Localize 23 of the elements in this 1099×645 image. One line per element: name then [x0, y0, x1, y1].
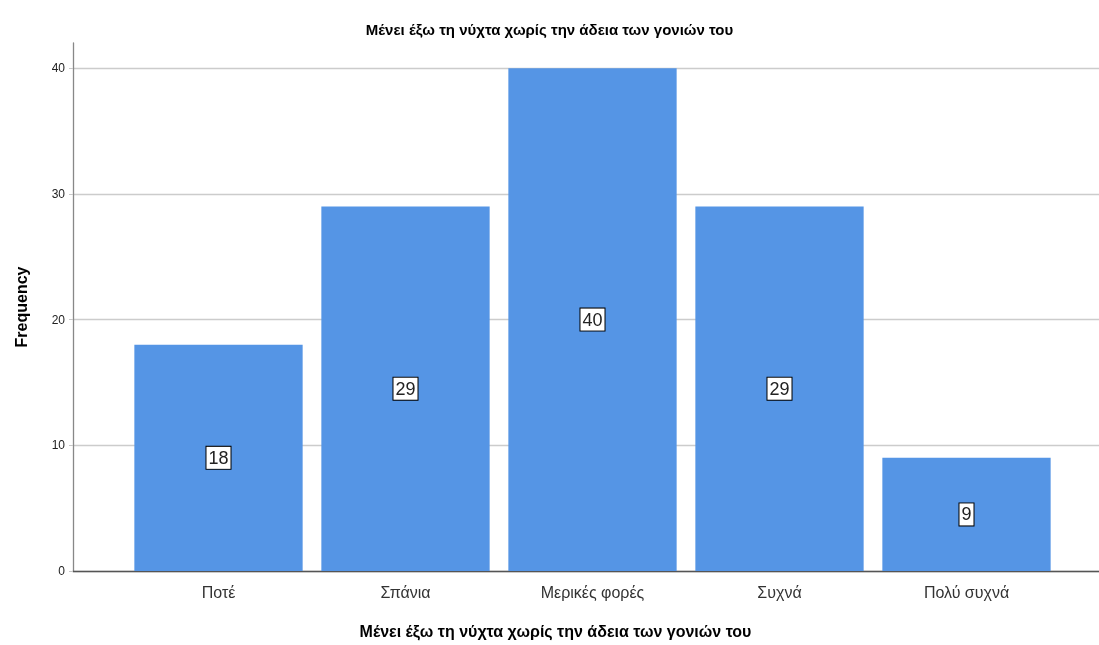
chart-title: Μένει έξω τη νύχτα χωρίς την άδεια των γονιών του — [365, 21, 734, 38]
x-tick-label: Μερικές φορές — [540, 583, 645, 601]
data-label: 40 — [582, 309, 603, 330]
x-tick-label: Συχνά — [757, 583, 802, 601]
bar — [882, 457, 1051, 571]
data-label: 9 — [961, 504, 972, 525]
y-axis-title: Frequency — [12, 266, 30, 348]
y-tick-label: 30 — [51, 186, 66, 201]
y-tick-label: 40 — [51, 61, 66, 76]
y-tick-label: 0 — [58, 564, 66, 578]
bar — [695, 206, 864, 571]
bar — [134, 344, 303, 571]
x-axis-title: Μένει έξω τη νύχτα χωρίς την άδεια των γονιών του — [359, 622, 752, 641]
data-label: 29 — [769, 378, 790, 399]
y-tick-label: 10 — [51, 438, 66, 453]
x-tick-label: Ποτέ — [201, 583, 236, 601]
x-tick-label: Πολύ συχνά — [923, 583, 1010, 601]
x-tick-label: Σπάνια — [380, 583, 431, 601]
y-tick-label: 20 — [51, 312, 66, 327]
bar — [508, 68, 677, 571]
data-label: 29 — [395, 378, 416, 399]
bar — [321, 206, 490, 571]
data-label: 18 — [208, 447, 229, 468]
